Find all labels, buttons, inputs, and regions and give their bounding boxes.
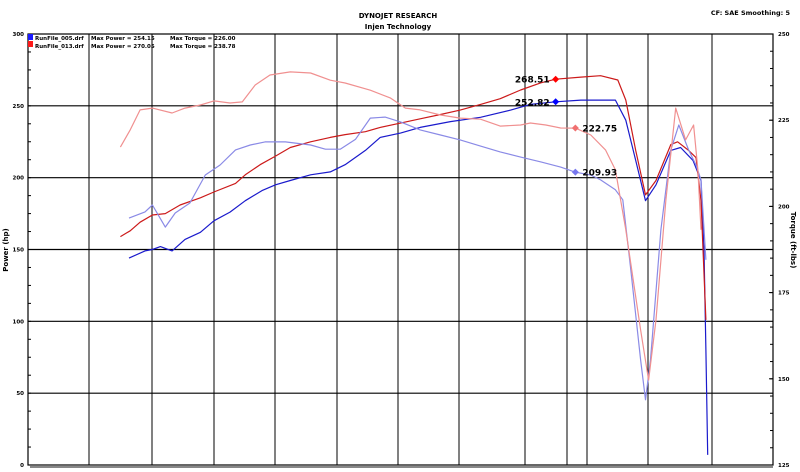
y-tick-label: 200 (13, 176, 25, 182)
chart-title: DYNOJET RESEARCH (359, 12, 438, 20)
legend-power-1: Max Power = 270.05 (91, 44, 155, 50)
legend: RunFile_005.drf Max Power = 254.15 Max T… (28, 34, 236, 50)
annotation-label: 252.82 (515, 98, 550, 108)
annotation-label: 268.51 (515, 76, 550, 86)
legend-torque-1: Max Torque = 238.78 (170, 44, 236, 50)
legend-swatch-0 (28, 34, 33, 40)
chart-subtitle: Injen Technology (365, 23, 432, 31)
series-line-power-1 (120, 75, 707, 320)
annotation-label: 209.93 (582, 169, 617, 179)
y-tick-label: 50 (16, 391, 24, 397)
annotation-marker (571, 124, 579, 132)
y-tick-label: 0 (20, 463, 24, 469)
series-line-torque-2 (128, 116, 707, 401)
y2-axis-label: Torque (ft-lbs) (789, 212, 797, 269)
y-axis-label: Power (hp) (2, 228, 10, 271)
series-line-power-0 (128, 99, 709, 455)
legend-torque-0: Max Torque = 226.00 (170, 36, 236, 42)
annotation-marker (552, 75, 560, 83)
annotation-marker (571, 168, 579, 176)
legend-file-0: RunFile_005.drf (35, 36, 84, 42)
y-tick-label: 300 (13, 32, 25, 38)
series-line-torque-3 (119, 71, 702, 381)
legend-swatch-1 (28, 41, 33, 47)
y2-tick-label: 150 (778, 377, 790, 383)
y2-tick-label: 200 (778, 204, 790, 210)
y-tick-label: 150 (13, 248, 25, 254)
annotation-marker (552, 98, 560, 106)
y2-tick-label: 225 (778, 118, 790, 124)
y2-tick-label: 125 (778, 463, 790, 469)
y2-tick-label: 175 (778, 291, 790, 297)
y-tick-label: 100 (13, 319, 25, 325)
y2-tick-label: 250 (778, 32, 790, 38)
legend-file-1: RunFile_013.drf (35, 44, 84, 50)
settings-label: CF: SAE Smoothing: 5 (711, 9, 791, 17)
legend-power-0: Max Power = 254.15 (91, 36, 155, 42)
y-tick-label: 250 (13, 104, 25, 110)
annotation-label: 222.75 (582, 124, 617, 134)
